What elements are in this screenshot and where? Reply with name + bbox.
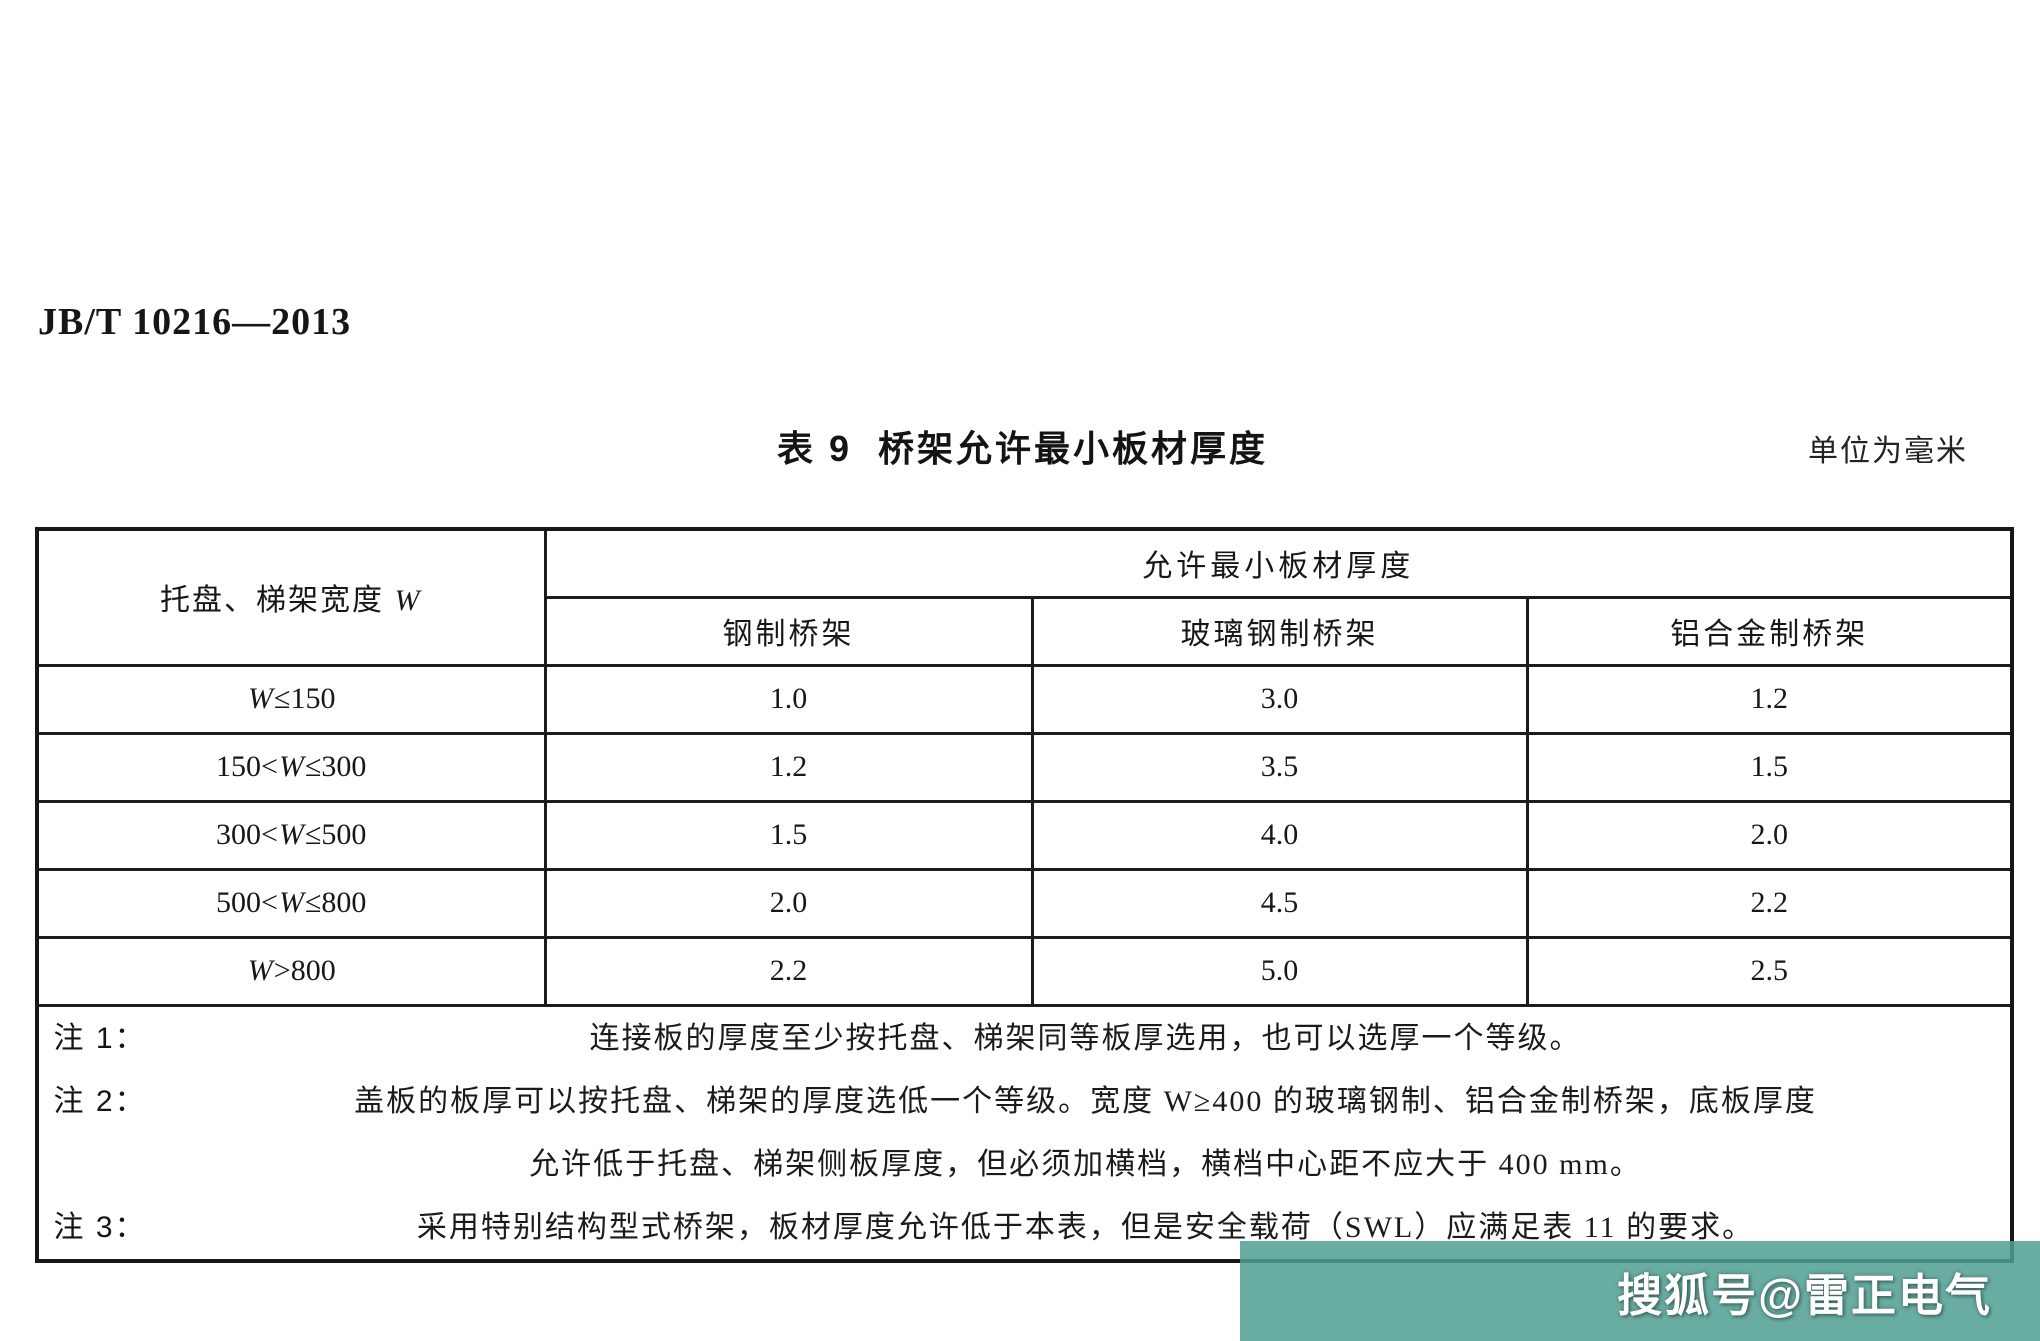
steel-cell: 1.5 [543,799,1034,871]
table-row: 300<W≤500 1.5 4.0 2.0 [35,799,2014,871]
width-pre: 500< [216,886,278,919]
table-caption: 表 9 桥架允许最小板材厚度 [35,420,2010,472]
standard-number: JB/T 10216—2013 [38,301,352,343]
width-sym: W [278,750,304,783]
width-sym: W [278,818,304,851]
col-header-aluminum: 铝合金制桥架 [1525,595,2014,667]
note-3-body: 采用特别结构型式桥架，板材厚度允许低于本表，但是安全载荷（SWL）应满足表 11… [161,1196,2010,1259]
note-2-line-1: 盖板的板厚可以按托盘、梯架的厚度选低一个等级。宽度 W≥400 的玻璃钢制、铝合… [354,1084,1817,1118]
width-post: ≤500 [304,818,367,851]
note-1-body: 连接板的厚度至少按托盘、梯架同等板厚选用，也可以选厚一个等级。 [161,1007,2010,1070]
note-2-line-2: 允许低于托盘、梯架侧板厚度，但必须加横档，横档中心距不应大于 400 mm。 [529,1147,1642,1181]
frp-cell: 3.0 [1030,663,1529,735]
width-cell: 500<W≤800 [35,867,547,939]
aluminum-cell: 1.5 [1525,731,2014,803]
width-pre: 150< [216,750,278,783]
col-header-steel: 钢制桥架 [543,595,1034,667]
table-row: W>800 2.2 5.0 2.5 [35,935,2014,1007]
table-row: W≤150 1.0 3.0 1.2 [35,663,2014,735]
width-post: ≤150 [274,682,336,715]
watermark-banner: 搜狐号@雷正电气 [1240,1241,2040,1341]
frp-cell: 4.0 [1030,799,1529,871]
width-cell: 150<W≤300 [35,731,547,803]
table-caption-text: 桥架允许最小板材厚度 [878,428,1269,469]
width-pre: 300< [216,818,278,851]
note-3: 注 3： 采用特别结构型式桥架，板材厚度允许低于本表，但是安全载荷（SWL）应满… [39,1196,2010,1259]
steel-cell: 2.0 [543,867,1034,939]
width-sym: W [248,682,274,715]
frp-cell: 5.0 [1030,935,1529,1007]
table-title-row: 表 9 桥架允许最小板材厚度 单位为毫米 [35,420,2010,472]
steel-cell: 2.2 [543,935,1034,1007]
unit-note: 单位为毫米 [1808,435,1968,468]
note-1-label: 注 1： [53,1021,147,1055]
note-2: 注 2： 盖板的板厚可以按托盘、梯架的厚度选低一个等级。宽度 W≥400 的玻璃… [39,1070,2010,1196]
aluminum-cell: 1.2 [1525,663,2014,735]
aluminum-cell: 2.2 [1525,867,2014,939]
note-3-line-1: 采用特别结构型式桥架，板材厚度允许低于本表，但是安全载荷（SWL）应满足表 11… [416,1210,1755,1244]
width-header-cell: 托盘、梯架宽度 W [35,527,547,667]
width-cell: W>800 [35,935,547,1007]
note-1: 注 1： 连接板的厚度至少按托盘、梯架同等板厚选用，也可以选厚一个等级。 [39,1007,2010,1070]
note-1-line-1: 连接板的厚度至少按托盘、梯架同等板厚选用，也可以选厚一个等级。 [589,1021,1582,1055]
span-header-cell: 允许最小板材厚度 [543,527,2014,599]
width-cell: 300<W≤500 [35,799,547,871]
aluminum-cell: 2.0 [1525,799,2014,871]
frp-cell: 4.5 [1030,867,1529,939]
note-3-label: 注 3： [53,1210,147,1244]
notes-cell: 注 1： 连接板的厚度至少按托盘、梯架同等板厚选用，也可以选厚一个等级。 注 2… [35,1003,2014,1262]
header-row-columns: 钢制桥架 玻璃钢制桥架 铝合金制桥架 [37,595,2014,667]
note-2-label: 注 2： [53,1084,147,1118]
frp-cell: 3.5 [1030,731,1529,803]
aluminum-cell: 2.5 [1525,935,2014,1007]
table-row: 150<W≤300 1.2 3.5 1.5 [35,731,2014,803]
table-caption-label: 表 9 [776,428,852,469]
width-symbol: W [394,584,422,618]
thickness-table: 托盘、梯架宽度 W 允许最小板材厚度 钢制桥架 玻璃钢制桥架 铝合金制桥架 W≤… [35,527,2015,1263]
width-post: ≤800 [304,886,367,919]
width-post: ≤300 [304,750,367,783]
width-cell: W≤150 [35,663,547,735]
notes-row: 注 1： 连接板的厚度至少按托盘、梯架同等板厚选用，也可以选厚一个等级。 注 2… [35,1003,2014,1262]
steel-cell: 1.0 [543,663,1034,735]
note-2-body: 盖板的板厚可以按托盘、梯架的厚度选低一个等级。宽度 W≥400 的玻璃钢制、铝合… [161,1070,2010,1196]
width-sym: W [247,954,273,987]
table-row: 500<W≤800 2.0 4.5 2.2 [35,867,2014,939]
header-row-span: 托盘、梯架宽度 W 允许最小板材厚度 [35,527,2014,667]
steel-cell: 1.2 [543,731,1034,803]
col-header-frp: 玻璃钢制桥架 [1030,595,1529,667]
width-sym: W [278,886,304,919]
watermark-text: 搜狐号@雷正电气 [1617,1269,1992,1321]
width-post: >800 [273,954,336,987]
width-header-label: 托盘、梯架宽度 [160,584,394,618]
